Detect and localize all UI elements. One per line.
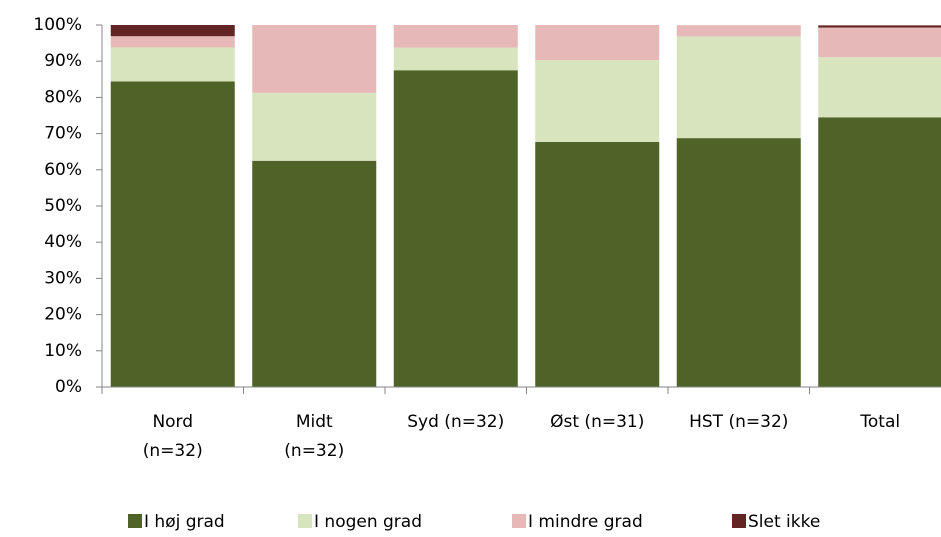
x-tick-label: Midt (n=32): [284, 412, 345, 461]
bar-segment: [818, 117, 941, 387]
bar-segment: [535, 141, 660, 387]
y-tick-label: 20%: [44, 305, 82, 325]
legend-swatch: [512, 514, 526, 528]
legend-swatch: [298, 514, 312, 528]
bar-segment: [818, 25, 941, 28]
bar-segment: [393, 25, 518, 48]
bar-segment: [535, 25, 660, 61]
legend-label: I mindre grad: [528, 512, 643, 532]
y-tick-label: 40%: [44, 232, 82, 252]
y-tick-label: 90%: [44, 51, 82, 71]
y-tick-label: 0%: [55, 377, 82, 397]
legend-label: I høj grad: [144, 512, 225, 532]
x-tick-label: Total: [860, 412, 901, 432]
bar-segment: [393, 47, 518, 71]
bar-segment: [818, 57, 941, 118]
bar-segment: [535, 60, 660, 142]
y-tick-label: 30%: [44, 268, 82, 288]
bar-segment: [110, 81, 235, 388]
x-tick-label: Syd (n=32): [407, 412, 505, 432]
bar-segment: [110, 36, 235, 48]
y-tick-label: 50%: [44, 196, 82, 216]
y-tick-label: 10%: [44, 341, 82, 361]
bar-segment: [676, 138, 801, 387]
bar-segment: [818, 27, 941, 58]
bar-segment: [676, 25, 801, 37]
bar-segment: [252, 25, 377, 93]
bar-segment: [252, 160, 377, 387]
bar-segment: [393, 70, 518, 387]
bar-segment: [110, 47, 235, 82]
legend-swatch: [128, 514, 142, 528]
legend-label: Slet ikke: [748, 512, 820, 532]
x-tick-label: HST (n=32): [689, 412, 789, 432]
y-tick-label: 100%: [33, 15, 82, 35]
y-tick-label: 70%: [44, 124, 82, 144]
legend-label: I nogen grad: [314, 512, 422, 532]
bar-segment: [676, 36, 801, 139]
y-tick-label: 80%: [44, 87, 82, 107]
y-tick-label: 60%: [44, 160, 82, 180]
bar-segment: [252, 92, 377, 161]
bar-segment: [110, 25, 235, 37]
x-tick-label: Nord (n=32): [142, 412, 203, 461]
legend-swatch: [732, 514, 746, 528]
x-tick-label: Øst (n=31): [550, 412, 645, 432]
